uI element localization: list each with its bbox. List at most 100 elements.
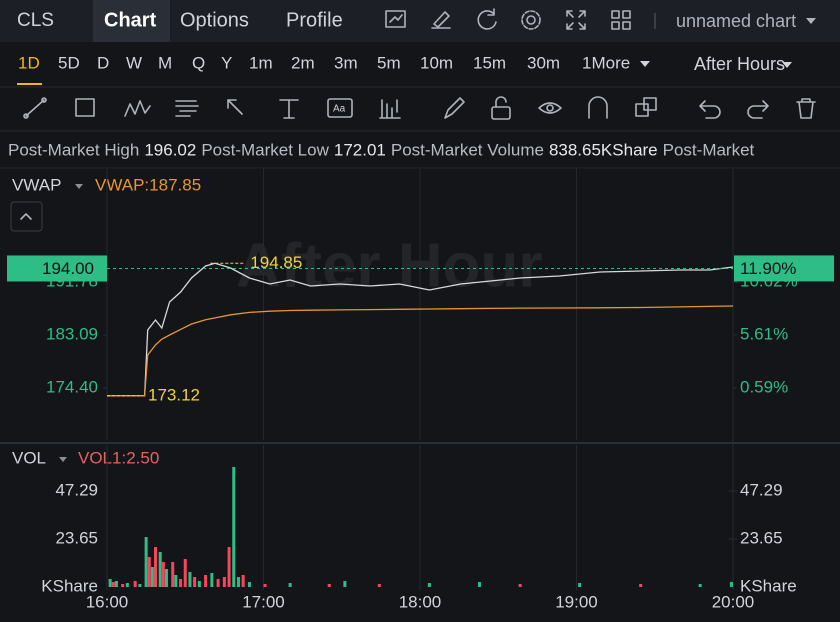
info-value: 172.01 — [334, 140, 386, 159]
y-tick-label: 23.65 — [55, 528, 98, 547]
tab[interactable]: Options — [180, 9, 249, 31]
volume-bar — [147, 556, 151, 587]
collapse-icon — [20, 213, 32, 220]
tab[interactable]: Chart — [104, 9, 157, 31]
x-tick-label: 19:00 — [555, 592, 598, 611]
session[interactable]: After Hours — [694, 54, 785, 74]
timeframe[interactable]: 3m — [334, 53, 358, 72]
more-timeframes[interactable]: 1More — [582, 53, 630, 72]
volume-bar — [154, 547, 158, 587]
timeframe[interactable]: 1D — [18, 53, 40, 72]
volume-bar — [729, 581, 733, 587]
timeframe[interactable]: D — [97, 53, 109, 72]
volume-bar — [125, 583, 129, 587]
volume-bar — [111, 582, 115, 587]
volume-bar — [227, 547, 231, 587]
y2-tick-label: 47.29 — [740, 480, 783, 499]
volume-bar — [150, 567, 154, 587]
info-value: 838.65KShare — [549, 140, 658, 159]
y-tick-label: 174.40 — [46, 377, 98, 396]
x-tick-label: 17:00 — [242, 592, 285, 611]
symbol[interactable]: CLS — [17, 10, 54, 31]
volume-bar — [232, 467, 236, 587]
y-tick-label: 183.09 — [46, 324, 98, 343]
caret — [59, 457, 67, 462]
top-icons[interactable] — [385, 8, 631, 30]
volume-bar — [210, 572, 214, 587]
info-label: Post-Market — [663, 140, 755, 159]
timeframe[interactable]: W — [126, 53, 142, 72]
timeframe[interactable]: M — [158, 53, 172, 72]
watermark: After Hour — [236, 231, 543, 300]
volume-bar — [193, 576, 197, 587]
volume-bar — [171, 562, 175, 587]
timeframe[interactable]: 2m — [291, 53, 315, 72]
volume-bar — [343, 580, 347, 587]
timeframe[interactable]: 30m — [527, 53, 560, 72]
caret — [782, 62, 792, 68]
unit-label: KShare — [740, 576, 797, 595]
timeframe[interactable]: 1m — [249, 53, 273, 72]
timeframe[interactable]: 15m — [473, 53, 506, 72]
low-label: 173.12 — [148, 385, 200, 404]
tab[interactable]: Profile — [286, 9, 343, 31]
volume-bar — [144, 536, 148, 587]
caret — [806, 18, 816, 24]
timeframe[interactable]: 5m — [377, 53, 401, 72]
timeframe[interactable]: 10m — [420, 53, 453, 72]
indicator-readout: VWAP:187.85 — [95, 175, 201, 194]
timeframe[interactable]: 5D — [58, 53, 80, 72]
high-label: 194.85 — [250, 253, 302, 272]
info-bar: Post-Market High 196.02 Post-Market Low 172… — [8, 140, 755, 159]
volume-bar — [241, 575, 245, 587]
unit-label: KShare — [41, 576, 98, 595]
change-tag — [734, 255, 834, 282]
volume-bar — [247, 582, 251, 587]
x-tick-label: 16:00 — [86, 592, 129, 611]
chart-name[interactable]: unnamed chart — [676, 11, 796, 31]
volume-bar — [518, 583, 522, 587]
volume-bar — [578, 583, 582, 587]
caret — [640, 61, 650, 67]
volume-bar — [174, 575, 178, 587]
y-tick-label: 47.29 — [55, 480, 98, 499]
volume-bar — [427, 583, 431, 587]
volume-bar — [477, 582, 481, 587]
x-tick-label: 18:00 — [399, 592, 442, 611]
volume-bar — [114, 580, 118, 587]
volume-bar — [216, 579, 220, 587]
info-label: Post-Market Volume — [391, 140, 544, 159]
volume-bar — [327, 583, 331, 587]
volume-bar — [121, 583, 125, 587]
change-tag-label: 11.90% — [740, 259, 796, 278]
indicator-name[interactable]: VOL — [12, 448, 46, 467]
collapse-button[interactable] — [10, 201, 43, 232]
volume-bar — [164, 568, 168, 587]
volume-bar — [138, 583, 142, 587]
price-line — [107, 262, 733, 397]
drawing-tools[interactable]: Aa — [23, 96, 816, 120]
volume-bar — [188, 571, 192, 587]
y2-tick-label: 5.61% — [740, 324, 788, 343]
x-tick-label: 20:00 — [712, 592, 755, 611]
timeframe-row: 1D 5D D W M Q Y 1m 2m 3m 5m 10m 15m 30m — [18, 53, 560, 72]
volume-bar — [377, 583, 381, 587]
indicator-readout: VOL1:2.50 — [78, 448, 159, 467]
indicator-name[interactable]: VWAP — [12, 175, 61, 194]
timeframe[interactable]: Y — [221, 53, 232, 72]
volume-bar — [108, 579, 112, 587]
volume-bar — [133, 580, 137, 587]
y2-tick-label: 0.59% — [740, 377, 788, 396]
volume-bar — [204, 575, 208, 587]
volume-bar — [698, 583, 702, 587]
price-tag — [7, 255, 107, 282]
y2-tick-label: 23.65 — [740, 528, 783, 547]
icon-glyph: Aa — [333, 104, 346, 115]
volume-bar — [179, 579, 183, 587]
volume-bar — [161, 562, 165, 587]
price-tag-label: 194.00 — [42, 259, 94, 278]
volume-bar — [222, 576, 226, 587]
timeframe[interactable]: Q — [192, 53, 205, 72]
